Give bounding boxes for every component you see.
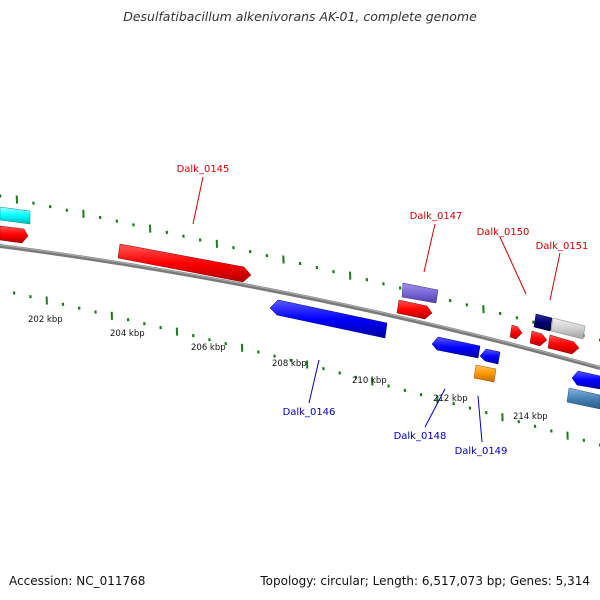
scale-label: 214 kbp bbox=[513, 412, 548, 422]
scale-labels: 202 kbp 204 kbp 206 kbp 208 kbp 210 kbp … bbox=[28, 315, 548, 422]
gene-label-forward[interactable]: Dalk_0145 bbox=[177, 164, 230, 175]
gene-label-forward[interactable]: Dalk_0147 bbox=[410, 211, 463, 222]
scale-label: 208 kbp bbox=[272, 359, 307, 369]
leader-dalk-0151 bbox=[549, 252, 561, 301]
leader-dalk-0146 bbox=[308, 359, 320, 404]
leader-dalk-0149 bbox=[477, 395, 483, 443]
accession-label: Accession: NC_011768 bbox=[9, 574, 146, 588]
forward-outer-genes bbox=[0, 206, 586, 340]
gene-blue-a[interactable] bbox=[431, 336, 481, 359]
gene-dalk-0147[interactable] bbox=[396, 299, 433, 320]
gene-label-reverse[interactable]: Dalk_0146 bbox=[283, 407, 336, 418]
genome-summary: Topology: circular; Length: 6,517,073 bp… bbox=[260, 574, 590, 588]
gene-dalk-0145[interactable] bbox=[117, 243, 252, 283]
gene-gray[interactable] bbox=[550, 317, 586, 340]
gene-navy[interactable] bbox=[533, 313, 553, 332]
gene-dalk-0146[interactable] bbox=[269, 299, 388, 339]
gene-red-small[interactable] bbox=[509, 324, 523, 340]
gene-dalk-0149[interactable] bbox=[473, 364, 497, 383]
scale-label: 202 kbp bbox=[28, 315, 63, 325]
gene-red[interactable] bbox=[0, 225, 29, 244]
gene-dalk-0150[interactable] bbox=[529, 330, 548, 347]
gene-steel[interactable] bbox=[566, 387, 600, 410]
scale-label: 212 kbp bbox=[433, 394, 468, 404]
leader-dalk-0150 bbox=[499, 236, 527, 295]
gene-label-forward[interactable]: Dalk_0151 bbox=[536, 241, 589, 252]
genome-backbone bbox=[0, 244, 600, 370]
reverse-outer-genes bbox=[473, 364, 600, 410]
gene-cyan[interactable] bbox=[0, 206, 31, 225]
gene-label-forward[interactable]: Dalk_0150 bbox=[477, 227, 530, 238]
label-leader-lines bbox=[192, 176, 561, 443]
gene-label-reverse[interactable]: Dalk_0148 bbox=[394, 431, 447, 442]
map-title: Desulfatibacillum alkenivorans AK-01, co… bbox=[123, 9, 477, 24]
gene-blue-b[interactable] bbox=[479, 348, 501, 365]
leader-dalk-0148 bbox=[424, 388, 446, 428]
reverse-inner-genes bbox=[269, 299, 600, 390]
lower-tick-row bbox=[12, 291, 600, 447]
gene-labels: Dalk_0145 Dalk_0147 Dalk_0150 Dalk_0151 … bbox=[177, 164, 589, 457]
forward-inner-genes bbox=[0, 225, 580, 355]
gene-blue-c[interactable] bbox=[571, 370, 600, 390]
gene-label-reverse[interactable]: Dalk_0149 bbox=[455, 446, 508, 457]
scale-label: 210 kbp bbox=[352, 376, 387, 386]
gene-dalk-0151[interactable] bbox=[547, 334, 580, 355]
leader-dalk-0147 bbox=[423, 223, 436, 273]
scale-label: 204 kbp bbox=[110, 329, 145, 339]
genome-backbone-highlight bbox=[0, 244, 600, 368]
leader-dalk-0145 bbox=[192, 176, 204, 225]
scale-label: 206 kbp bbox=[191, 343, 226, 353]
gene-purple[interactable] bbox=[401, 282, 439, 304]
